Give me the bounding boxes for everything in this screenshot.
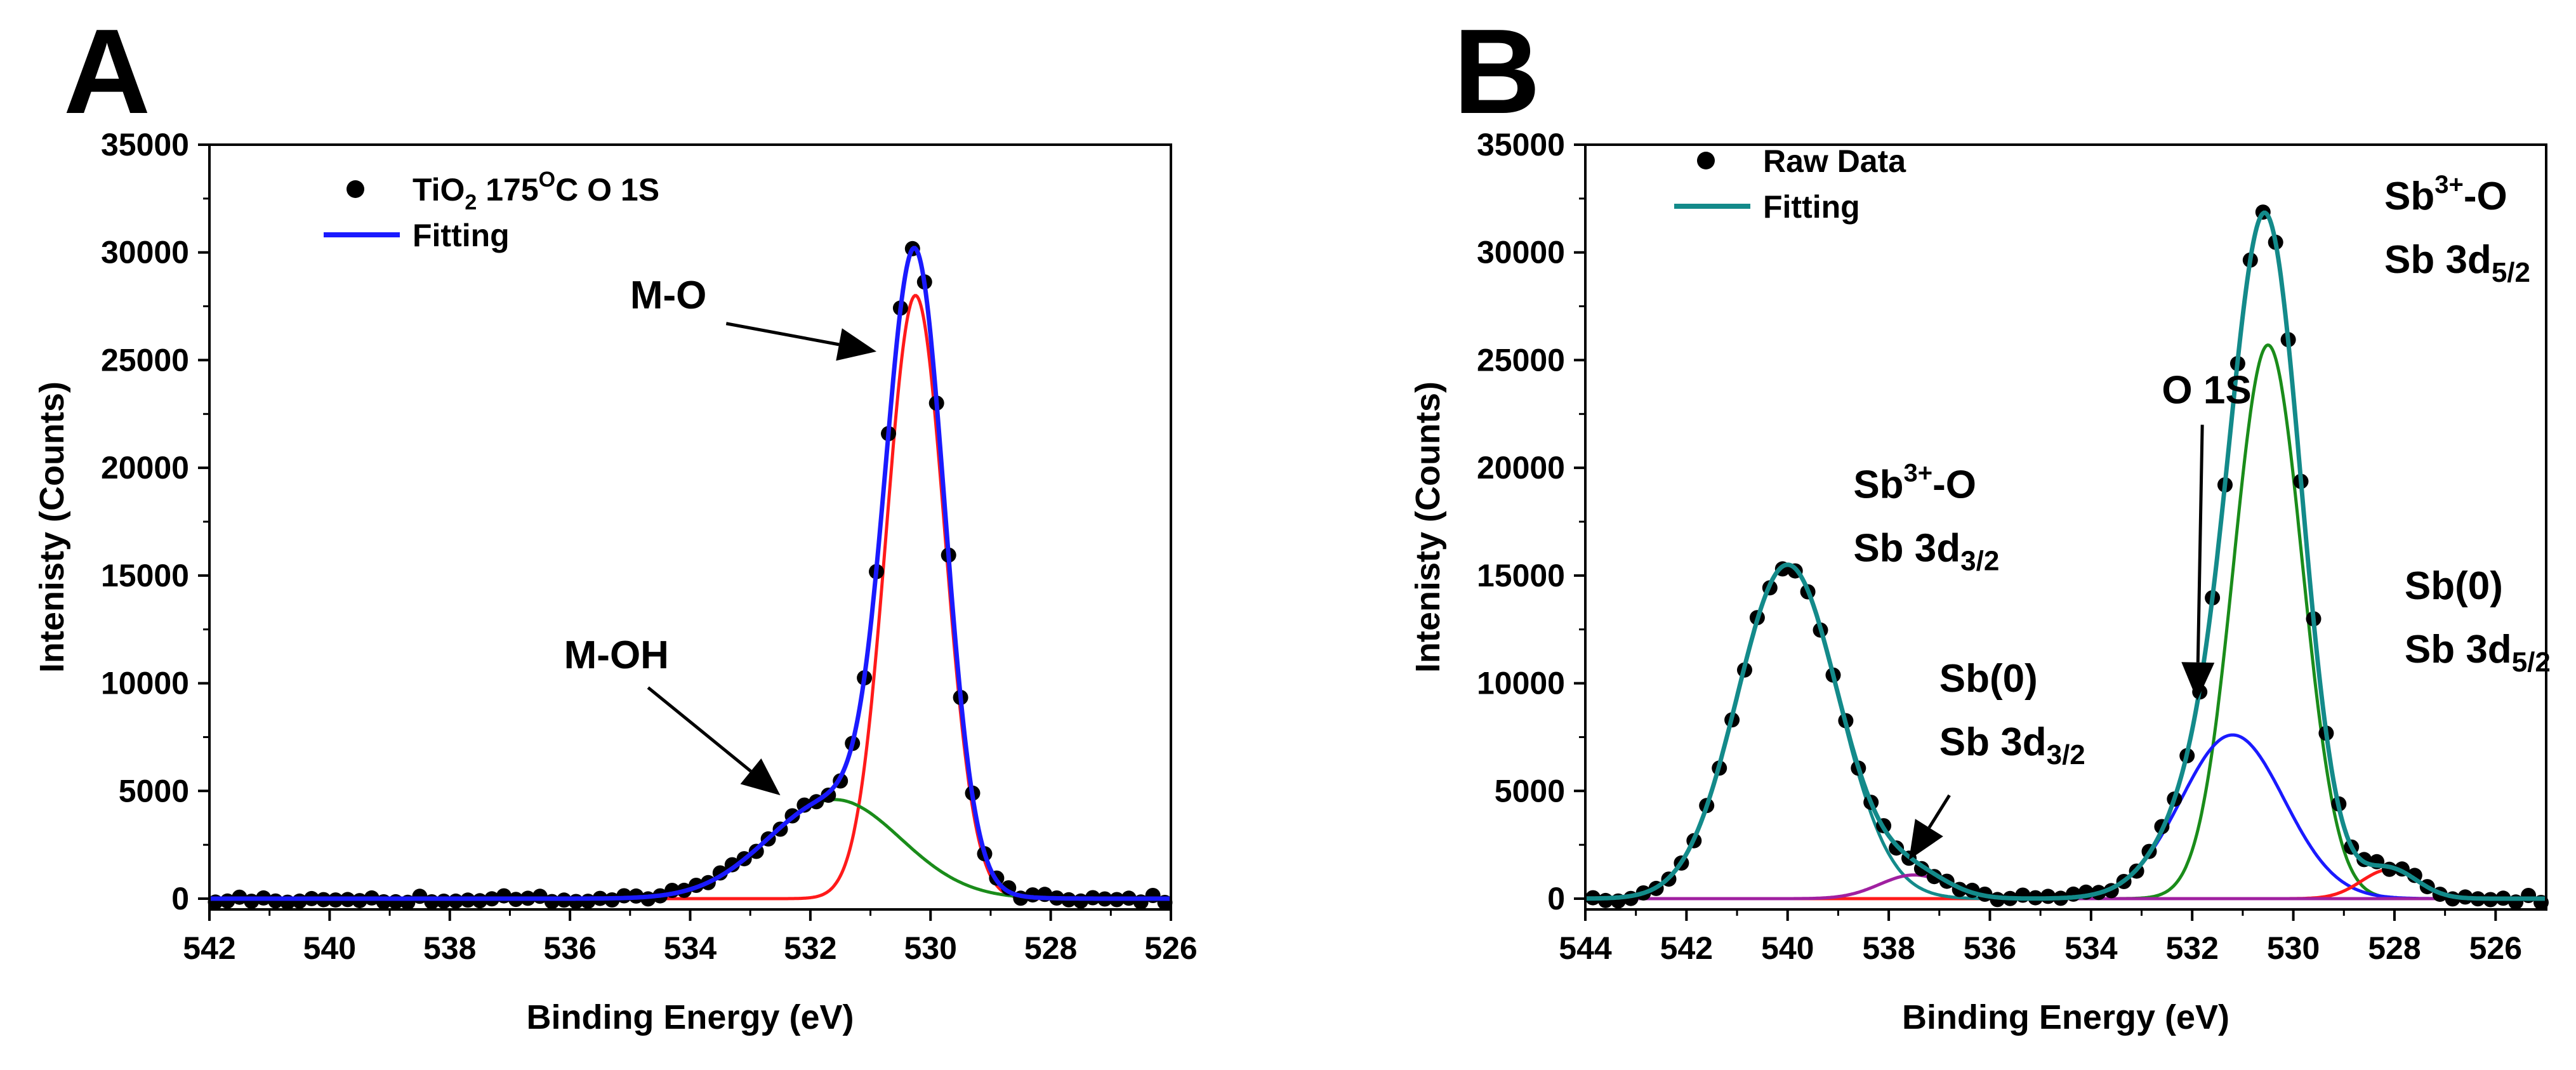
panel-a-legend-raw-label: TiO2 175OC O 1S	[413, 168, 659, 215]
panel-b-ytick-label: 35000	[1477, 127, 1565, 162]
panel-a-xaxis-label: Binding Energy (eV)	[526, 998, 854, 1036]
panel-a-annotation-0-arrow-shaft	[725, 322, 840, 347]
panel-b-annotation-3-sub: 3/2	[2047, 739, 2085, 770]
panel-b-xtick-label: 526	[2469, 930, 2522, 966]
panel-a-annotation-0-arrow-head	[836, 328, 877, 361]
panel-a-xtick-label: 528	[1024, 930, 1077, 966]
panel-b-annotation-2-arrow-shaft	[2196, 425, 2204, 663]
panel-a-xtick-label: 542	[183, 930, 235, 966]
panel-a-ytick-label: 0	[171, 881, 189, 916]
panel-b-xtick-label: 538	[1862, 930, 1915, 966]
panel-b-fitting-curve	[1585, 210, 2546, 901]
panel-b-xaxis-label: Binding Energy (eV)	[1902, 998, 2229, 1036]
panel-a-legend-sup: O	[539, 168, 555, 192]
panel-b-annotation-4-line1: Sb(0)	[2405, 564, 2503, 608]
panel-a-xtick-label: 534	[664, 930, 717, 966]
panel-a-ytick-label: 5000	[119, 773, 189, 809]
panel-b-component-curve-0	[1585, 343, 2546, 901]
panel-b-annotation-1-sup: 3+	[1904, 459, 1933, 487]
panel-b-xtick-label: 534	[2064, 930, 2118, 966]
panel-a-ytick-label: 25000	[101, 342, 189, 378]
panel-b-annotation-4-sub: 5/2	[2512, 647, 2551, 678]
panel-b-plot-frame	[1584, 143, 2547, 911]
panel-a-ytick-label: 10000	[101, 666, 189, 701]
panel-b-annotation-0-line2: Sb 3d5/2	[2384, 238, 2530, 288]
panel-a-annotation-1-arrow-shaft	[647, 686, 752, 773]
panel-b-legend-fit-label: Fitting	[1763, 189, 1860, 225]
panel-b-ytick-label: 5000	[1495, 773, 1565, 809]
panel-a-plot-frame	[208, 143, 1172, 911]
panel-b-annotation-1-line1: Sb3+-O	[1853, 459, 1976, 507]
panel-b-ytick-label: 30000	[1477, 235, 1565, 270]
panel-a-ytick-label: 20000	[101, 450, 189, 485]
panel-a-xtick-label: 538	[423, 930, 476, 966]
panel-b-xtick-label: 540	[1761, 930, 1814, 966]
panel-b-annotation-0-end: -O	[2464, 175, 2507, 218]
panel-a-legend-raw-marker	[347, 180, 364, 198]
panel-b-ytick-label: 20000	[1477, 450, 1565, 485]
panel-b-xtick-label: 528	[2368, 930, 2421, 966]
panel-a-legend-end: C O 1S	[555, 172, 659, 208]
panel-b-xtick-label: 536	[1964, 930, 2016, 966]
panel-a-annotation-1-arrow-head	[740, 758, 781, 796]
panel-b-annotation-1-sub: 3/2	[1960, 546, 1999, 577]
panel-b-ytick-label: 25000	[1477, 342, 1565, 378]
panel-b-xtick-label: 542	[1660, 930, 1713, 966]
panel-b-chart: 544 542 540 538 536 534 532 530 528 526 0 5000 10000…	[1409, 127, 2551, 1036]
panel-a-chart: 542 540 538 536 534 532 530 528 526 0 5000 10000 150…	[33, 127, 1198, 1036]
panel-letter-b: B	[1453, 4, 1540, 139]
panel-letter-a: A	[63, 4, 150, 139]
panel-b-annotation-0-sup: 3+	[2434, 171, 2464, 199]
panel-b-xtick-label: 532	[2165, 930, 2218, 966]
panel-a-xtick-label: 540	[303, 930, 356, 966]
panel-a-xtick-label: 526	[1144, 930, 1197, 966]
panel-a-component-curve-0	[209, 294, 1171, 901]
panel-b-annotation-2-line1: O 1S	[2162, 368, 2251, 412]
panel-a-xtick-label: 532	[784, 930, 836, 966]
panel-b-xtick-label: 544	[1559, 930, 1612, 966]
panel-a-ytick-label: 35000	[101, 127, 189, 162]
panel-b-ytick-label: 15000	[1477, 558, 1565, 593]
panel-b-annotation-0-line1: Sb3+-O	[2384, 171, 2507, 218]
panel-b-annotation-3-line1: Sb(0)	[1939, 657, 2038, 701]
panel-b-legend-raw-label: Raw Data	[1763, 143, 1906, 179]
panel-a-yaxis-label: Intenisty (Counts)	[33, 381, 71, 673]
panel-a-legend-sub: 2	[465, 190, 477, 215]
panel-b-legend-raw-marker	[1697, 152, 1715, 169]
panel-a-ytick-label: 15000	[101, 558, 189, 593]
panel-b-yaxis-label: Intenisty (Counts)	[1409, 381, 1447, 673]
panel-b-annotation-4-line2: Sb 3d5/2	[2405, 628, 2551, 678]
panel-a-legend-mid: 175	[477, 172, 538, 208]
panel-b-xtick-label: 530	[2267, 930, 2320, 966]
panel-a-annotation-1-line1: M-OH	[564, 633, 669, 677]
panel-b-annotation-3-arrow-shaft	[1927, 794, 1951, 829]
panel-a-annotation-0-line1: M-O	[630, 274, 707, 317]
panel-b-annotation-1-end: -O	[1932, 463, 1976, 507]
panel-a-xtick-label: 536	[543, 930, 596, 966]
panel-a-xtick-label: 530	[904, 930, 957, 966]
panel-b-annotation-2-arrow-head	[2181, 662, 2215, 701]
panel-b-annotation-3-line2: Sb 3d3/2	[1939, 720, 2085, 770]
panel-a-ytick-label: 30000	[101, 235, 189, 270]
panel-a-legend-fit-label: Fitting	[413, 218, 510, 253]
panel-a-fitting-curve	[209, 246, 1171, 901]
panel-b-annotation-1-line2: Sb 3d3/2	[1853, 527, 1999, 577]
panel-b-ytick-label: 0	[1547, 881, 1565, 916]
panel-b-annotation-3-arrow-head	[1908, 819, 1943, 860]
panel-b-annotation-0-sub: 5/2	[2492, 257, 2530, 288]
panel-b-ytick-label: 10000	[1477, 666, 1565, 701]
